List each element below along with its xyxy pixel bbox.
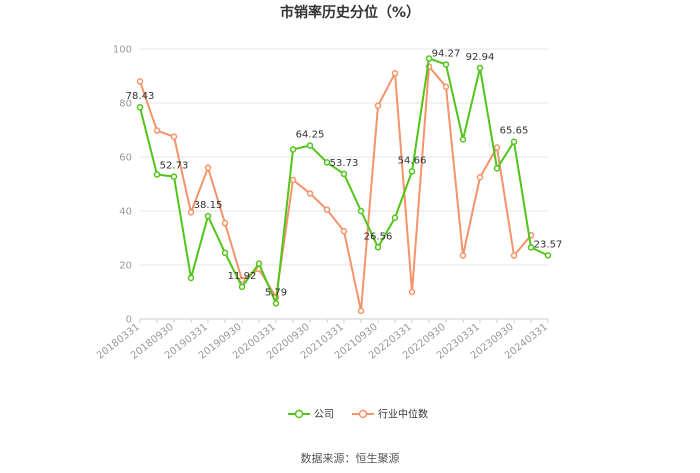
point-1-16 xyxy=(408,288,416,296)
series-layer xyxy=(136,55,552,315)
point-0-18 xyxy=(442,61,450,68)
point-0-13 xyxy=(357,207,365,215)
y-tick-label-20: 20 xyxy=(119,261,132,272)
point-0-16 xyxy=(408,168,416,175)
point-0-9 xyxy=(289,146,297,153)
data-label-18: 94.27 xyxy=(432,48,461,59)
point-0-8 xyxy=(272,300,280,307)
point-1-5 xyxy=(221,219,229,227)
point-1-19 xyxy=(459,252,467,259)
data-label-4: 38.15 xyxy=(194,200,223,211)
data-labels: 78.43 52.73 38.15 11.92 5.79 64.25 53.73 26.56 5… xyxy=(126,48,563,298)
data-label-14: 26.56 xyxy=(364,231,393,242)
chart-title: 市销率历史分位（%） xyxy=(280,4,420,21)
point-0-7 xyxy=(255,260,263,267)
data-label-6: 11.92 xyxy=(228,271,257,282)
y-tick-label-40: 40 xyxy=(119,207,132,218)
point-0-21 xyxy=(493,165,501,172)
point-0-6 xyxy=(238,283,246,291)
point-0-3 xyxy=(187,274,195,282)
data-source: 数据来源：恒生聚源 xyxy=(301,451,400,465)
legend-item-1[interactable]: 行业中位数 xyxy=(352,408,428,421)
legend-marker-0 xyxy=(294,409,304,419)
point-0-11 xyxy=(323,159,331,166)
point-1-3 xyxy=(187,209,195,216)
point-0-10 xyxy=(306,142,314,149)
point-1-22 xyxy=(510,252,518,259)
point-1-0 xyxy=(136,78,144,85)
point-0-20 xyxy=(476,64,484,72)
point-0-24 xyxy=(544,252,552,259)
point-0-22 xyxy=(510,138,518,145)
data-label-24: 23.57 xyxy=(534,239,563,250)
point-0-17 xyxy=(425,55,433,62)
legend[interactable]: 公司 行业中位数 xyxy=(288,408,428,421)
point-1-21 xyxy=(493,144,501,151)
data-label-12: 53.73 xyxy=(330,158,359,169)
point-1-14 xyxy=(374,102,382,109)
series-line-1 xyxy=(139,65,532,312)
point-0-1 xyxy=(153,171,161,178)
data-label-0: 78.43 xyxy=(126,91,155,102)
legend-label-1: 行业中位数 xyxy=(378,408,428,421)
data-label-8: 5.79 xyxy=(265,287,287,298)
y-tick-label-0: 0 xyxy=(126,315,132,326)
point-1-2 xyxy=(170,133,178,140)
data-label-16: 54.66 xyxy=(398,155,427,166)
point-1-4 xyxy=(204,164,212,172)
point-0-2 xyxy=(170,173,178,180)
point-1-18 xyxy=(442,83,450,91)
series-line-0 xyxy=(139,57,549,305)
point-0-23 xyxy=(527,244,535,251)
point-0-0 xyxy=(136,103,144,111)
point-1-9 xyxy=(289,176,297,184)
point-0-12 xyxy=(340,170,348,178)
y-axis: 0 20 40 60 80 100 xyxy=(113,45,132,326)
point-0-4 xyxy=(204,212,212,220)
y-tick-label-100: 100 xyxy=(113,45,132,56)
point-0-19 xyxy=(459,136,467,143)
point-1-12 xyxy=(340,228,348,235)
data-label-10: 64.25 xyxy=(296,130,325,141)
point-1-15 xyxy=(391,70,399,77)
y-tick-label-60: 60 xyxy=(119,153,132,164)
point-1-20 xyxy=(476,174,484,181)
legend-label-0: 公司 xyxy=(314,410,334,421)
data-label-20: 92.94 xyxy=(466,52,495,63)
point-0-15 xyxy=(391,214,399,221)
y-tick-label-80: 80 xyxy=(119,99,132,110)
x-axis: 2018033120180930201903312019093020200331… xyxy=(95,319,550,362)
legend-marker-1 xyxy=(358,409,368,419)
data-label-22: 65.65 xyxy=(500,126,529,137)
point-1-11 xyxy=(323,206,331,213)
point-1-10 xyxy=(306,190,314,197)
point-0-14 xyxy=(374,244,382,251)
data-label-2: 52.73 xyxy=(160,161,189,172)
legend-item-0[interactable]: 公司 xyxy=(288,410,334,421)
point-0-5 xyxy=(221,249,229,257)
point-1-13 xyxy=(357,307,365,315)
point-1-1 xyxy=(153,127,161,134)
